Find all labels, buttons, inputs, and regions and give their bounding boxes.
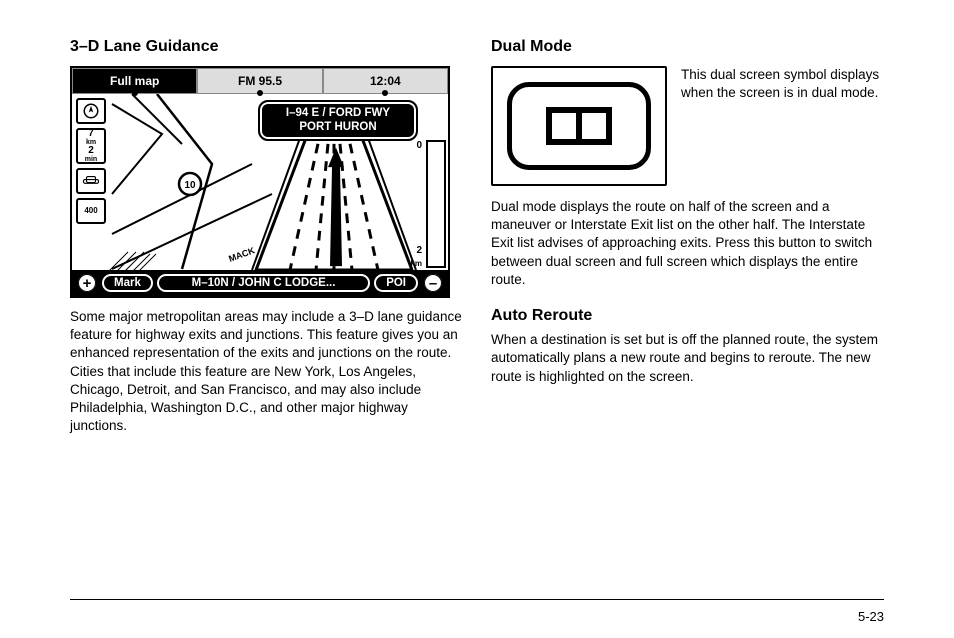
svg-text:10: 10 xyxy=(184,180,196,191)
heading-3d-lane: 3–D Lane Guidance xyxy=(70,38,463,56)
para-3d-lane: Some major metropolitan areas may includ… xyxy=(70,308,463,436)
distance-badge: 7 km 2 min xyxy=(76,128,106,164)
sign-line2: PORT HURON xyxy=(299,121,376,133)
dual-caption: This dual screen symbol displays when th… xyxy=(681,66,884,102)
para-auto-reroute: When a destination is set but is off the… xyxy=(491,331,884,386)
split-screen-icon xyxy=(546,107,612,145)
footer-rule xyxy=(70,599,884,600)
car-icon[interactable] xyxy=(76,168,106,194)
zoom-in-button[interactable]: + xyxy=(76,272,98,294)
sign-line1: I–94 E / FORD FWY xyxy=(286,107,390,119)
page-number: 5-23 xyxy=(858,609,884,624)
map-scale: 0 2 km xyxy=(426,140,446,268)
lane-view xyxy=(246,138,422,270)
para-dual-mode: Dual mode displays the route on half of … xyxy=(491,198,884,289)
poi-button[interactable]: POI xyxy=(374,274,418,292)
zoom-out-button[interactable]: – xyxy=(422,272,444,294)
scale-badge: 400 xyxy=(76,198,106,224)
heading-auto-reroute: Auto Reroute xyxy=(491,307,884,325)
btn-full-map[interactable]: Full map xyxy=(72,68,197,94)
nav-screenshot: Full map FM 95.5 12:04 xyxy=(70,66,450,298)
heading-dual-mode: Dual Mode xyxy=(491,38,884,56)
nav-map-body: 7 km 2 min 400 xyxy=(72,94,448,270)
mark-button[interactable]: Mark xyxy=(102,274,153,292)
nav-left-icons: 7 km 2 min 400 xyxy=(76,98,106,224)
btn-radio[interactable]: FM 95.5 xyxy=(197,68,322,94)
current-road-label: M–10N / JOHN C LODGE... xyxy=(157,274,370,292)
label-clock: 12:04 xyxy=(323,68,448,94)
nav-topbar: Full map FM 95.5 12:04 xyxy=(72,68,448,94)
highway-sign: I–94 E / FORD FWY PORT HURON xyxy=(258,100,418,141)
compass-icon[interactable] xyxy=(76,98,106,124)
dual-mode-symbol xyxy=(491,66,667,186)
